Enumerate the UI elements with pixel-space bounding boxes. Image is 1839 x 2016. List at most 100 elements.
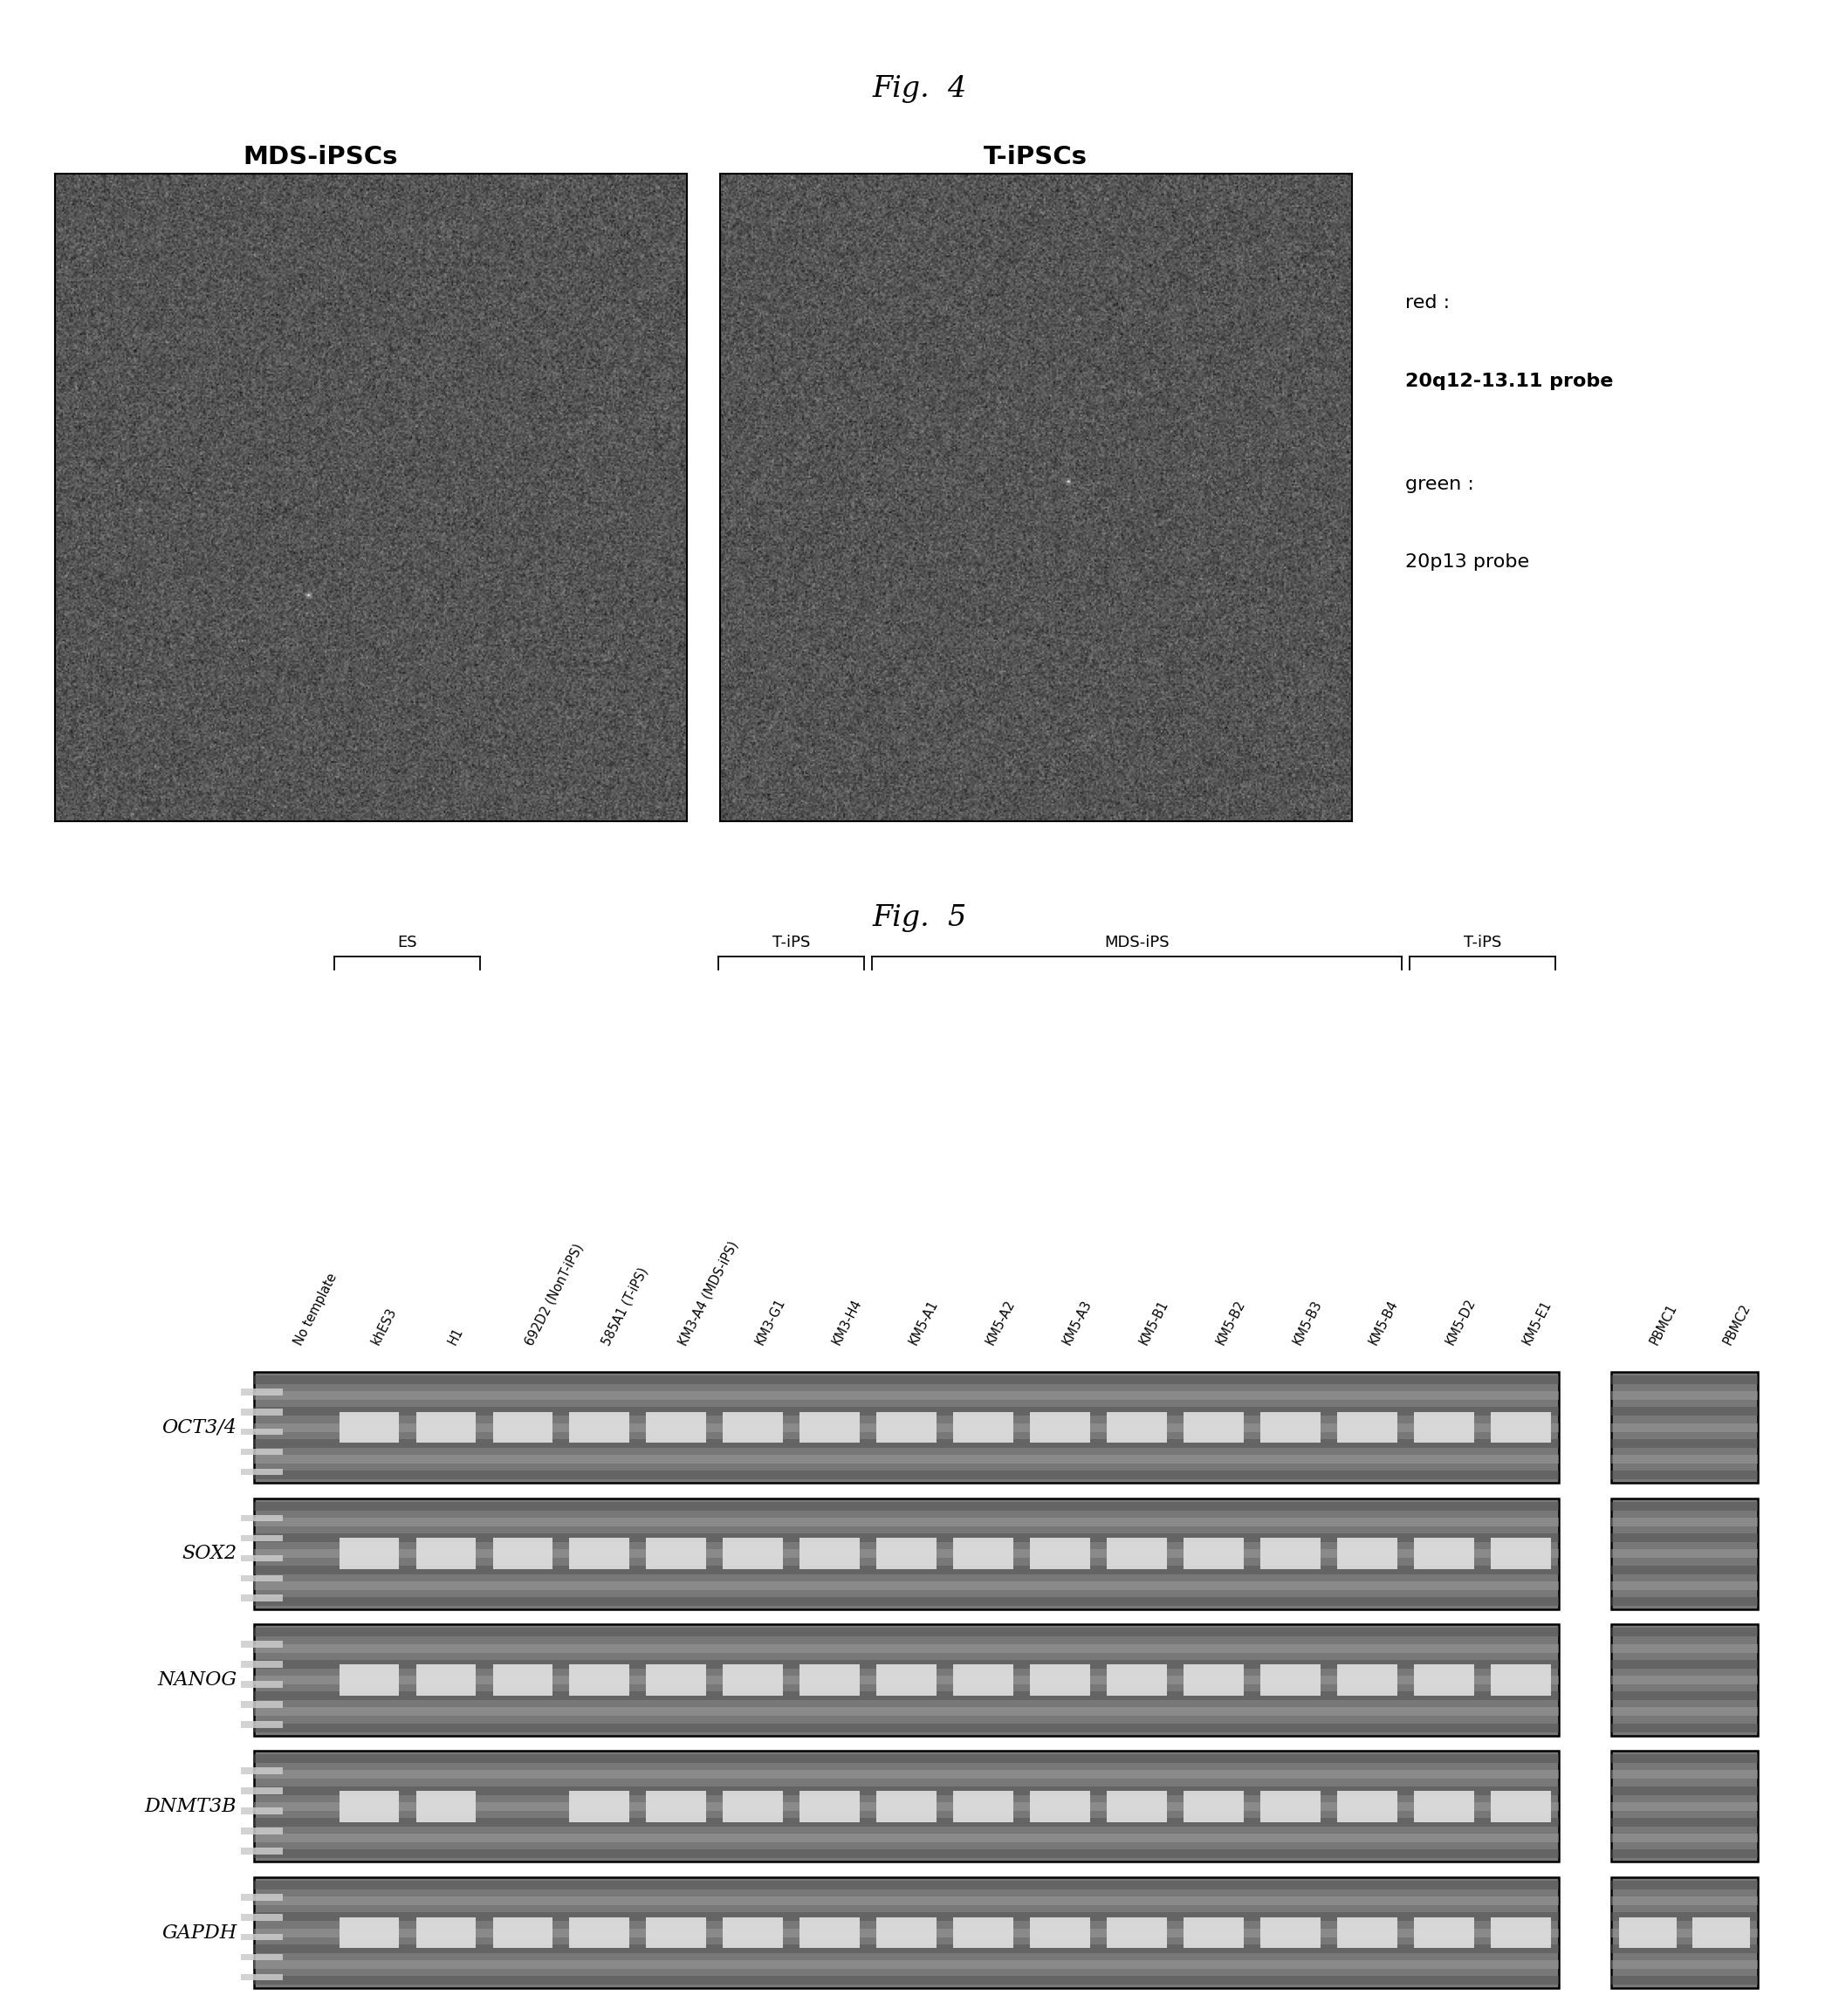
Bar (254, 1750, 1559, 1863)
Bar (241, 1954, 283, 1960)
Bar (338, 1665, 399, 1695)
Bar (254, 1407, 1559, 1415)
Bar (1337, 1411, 1398, 1443)
Bar (1491, 1665, 1550, 1695)
Bar (1260, 1411, 1320, 1443)
Bar (254, 1675, 1559, 1685)
Bar (1030, 1917, 1091, 1947)
Text: green :: green : (1405, 476, 1473, 494)
Bar (800, 1665, 859, 1695)
Bar (416, 1790, 476, 1822)
Bar (254, 1643, 1559, 1653)
Text: 585A1 (T-iPS): 585A1 (T-iPS) (600, 1264, 649, 1347)
Bar (1491, 1411, 1550, 1443)
Bar (254, 1897, 1559, 1905)
Bar (241, 1788, 283, 1794)
Bar (1611, 1439, 1758, 1447)
Bar (338, 1411, 399, 1443)
Bar (1611, 1502, 1758, 1510)
Bar (1414, 1411, 1473, 1443)
Bar (645, 1790, 706, 1822)
Text: khES3: khES3 (370, 1306, 399, 1347)
Text: No template: No template (292, 1270, 340, 1347)
Text: T-iPS: T-iPS (1464, 933, 1501, 950)
Bar (1618, 1917, 1677, 1947)
Bar (254, 1754, 1559, 1764)
Bar (1611, 1786, 1758, 1794)
Text: H1: H1 (445, 1327, 465, 1347)
Bar (1611, 1691, 1758, 1699)
Bar (1611, 1564, 1758, 1574)
Bar (241, 1389, 283, 1395)
Bar (1692, 1917, 1751, 1947)
Text: GAPDH: GAPDH (162, 1923, 237, 1941)
Bar (1611, 1913, 1758, 1921)
Bar (254, 1564, 1559, 1574)
Bar (493, 1411, 552, 1443)
Bar (254, 1943, 1559, 1954)
Bar (1491, 1917, 1550, 1947)
Bar (241, 1514, 283, 1522)
Bar (1611, 1597, 1758, 1605)
Bar (241, 1808, 283, 1814)
Bar (1491, 1790, 1550, 1822)
Bar (254, 1371, 1559, 1484)
Bar (1107, 1790, 1166, 1822)
Bar (1611, 1371, 1758, 1484)
Bar (1611, 1498, 1758, 1609)
Bar (1611, 1897, 1758, 1905)
Bar (1611, 1929, 1758, 1937)
Bar (570, 1538, 629, 1568)
Bar (1611, 1750, 1758, 1863)
Bar (723, 1917, 783, 1947)
Bar (1611, 1643, 1758, 1653)
Bar (1030, 1411, 1091, 1443)
Bar (254, 1581, 1559, 1591)
Bar (254, 1835, 1559, 1843)
Bar (645, 1411, 706, 1443)
Bar (241, 1595, 283, 1601)
Bar (254, 1518, 1559, 1526)
Bar (1414, 1665, 1473, 1695)
Bar (1337, 1790, 1398, 1822)
Bar (254, 1802, 1559, 1810)
Bar (1611, 1849, 1758, 1859)
Bar (416, 1665, 476, 1695)
Bar (645, 1538, 706, 1568)
Bar (1107, 1917, 1166, 1947)
Bar (1611, 1581, 1758, 1591)
Text: KM5-A3: KM5-A3 (1059, 1298, 1094, 1347)
Bar (493, 1665, 552, 1695)
Text: red :: red : (1405, 294, 1449, 312)
Bar (254, 1877, 1559, 1988)
Bar (254, 1786, 1559, 1794)
Bar (254, 1691, 1559, 1699)
Bar (241, 1913, 283, 1921)
Text: DNMT3B: DNMT3B (145, 1796, 237, 1816)
Bar (877, 1665, 936, 1695)
Bar (241, 1974, 283, 1980)
Bar (1611, 1708, 1758, 1716)
Bar (800, 1917, 859, 1947)
Bar (1611, 1943, 1758, 1954)
Bar (953, 1411, 1013, 1443)
Bar (416, 1411, 476, 1443)
Bar (570, 1790, 629, 1822)
Bar (241, 1409, 283, 1415)
Bar (254, 1456, 1559, 1464)
Bar (723, 1411, 783, 1443)
Bar (570, 1917, 629, 1947)
Bar (1611, 1770, 1758, 1778)
Bar (1337, 1538, 1398, 1568)
Text: T-iPSCs: T-iPSCs (984, 145, 1089, 169)
Bar (1260, 1790, 1320, 1822)
Bar (254, 1472, 1559, 1480)
Text: KM5-B1: KM5-B1 (1137, 1298, 1170, 1347)
Text: OCT3/4: OCT3/4 (162, 1417, 237, 1437)
Bar (254, 1498, 1559, 1609)
Bar (1337, 1665, 1398, 1695)
Text: KM5-D2: KM5-D2 (1444, 1296, 1479, 1347)
Text: KM3-G1: KM3-G1 (752, 1296, 787, 1347)
Bar (241, 1933, 283, 1941)
Bar (241, 1893, 283, 1901)
